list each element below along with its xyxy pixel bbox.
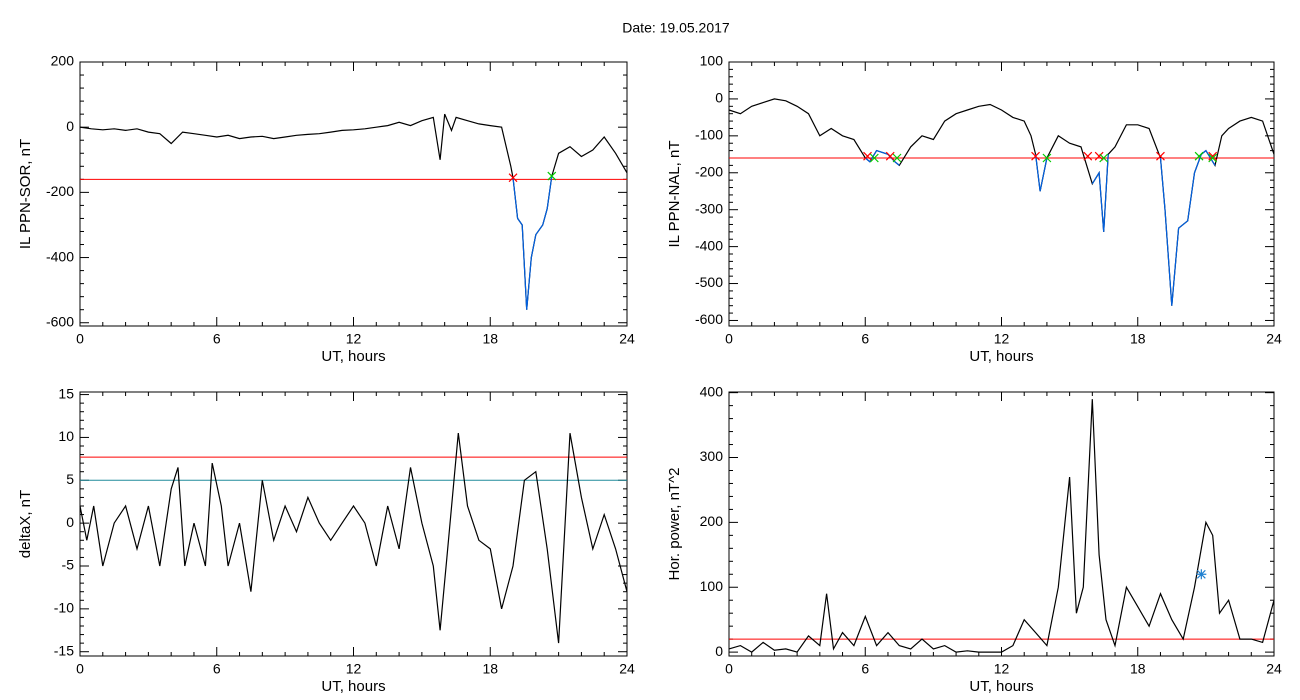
y-axis-label: IL PPN-SOR, nT [17, 139, 34, 249]
data-line [864, 149, 1216, 306]
marker [1031, 151, 1040, 161]
marker [892, 153, 902, 163]
y-tick-label: -200 [46, 183, 74, 199]
x-axis-label: UT, hours [321, 678, 385, 695]
marker [863, 151, 872, 161]
x-tick-label: 0 [725, 331, 733, 347]
x-tick-label: 6 [213, 661, 221, 677]
x-tick-label: 6 [213, 331, 221, 347]
y-tick-label: -10 [54, 600, 74, 616]
marker [547, 171, 557, 181]
y-axis-label: IL PPN-NAL, nT [666, 141, 683, 248]
y-tick-label: -400 [695, 237, 723, 253]
x-tick-label: 24 [619, 331, 635, 347]
x-tick-label: 12 [346, 331, 362, 347]
marker [1156, 151, 1165, 161]
y-tick-label: -400 [46, 248, 74, 264]
marker [1194, 151, 1204, 161]
y-tick-label: -200 [695, 163, 723, 179]
y-tick-label: 400 [700, 383, 724, 399]
x-axis-label: UT, hours [969, 678, 1033, 695]
y-axis-label: deltaX, nT [17, 490, 34, 558]
x-axis-label: UT, hours [321, 348, 385, 365]
y-tick-label: -600 [46, 313, 74, 329]
x-tick-label: 12 [346, 661, 362, 677]
y-tick-label: -5 [62, 557, 75, 573]
x-tick-label: 6 [861, 331, 869, 347]
marker [1208, 153, 1218, 163]
marker [885, 151, 895, 161]
x-tick-label: 24 [1266, 661, 1282, 677]
y-tick-label: 0 [715, 90, 723, 106]
y-tick-label: 0 [66, 514, 74, 530]
x-tick-label: 24 [619, 661, 635, 677]
y-tick-label: 200 [700, 513, 724, 529]
x-tick-label: 18 [1130, 331, 1146, 347]
marker [1099, 153, 1109, 163]
y-tick-label: 10 [58, 428, 74, 444]
marker [1196, 569, 1207, 580]
x-tick-label: 18 [482, 331, 498, 347]
data-line [728, 399, 1275, 653]
data-line [79, 432, 628, 644]
x-tick-label: 0 [76, 331, 84, 347]
y-tick-label: 0 [66, 118, 74, 134]
marker [508, 173, 518, 183]
x-tick-label: 24 [1266, 331, 1282, 347]
x-tick-label: 18 [1130, 661, 1146, 677]
y-tick-label: 100 [700, 53, 724, 69]
marker [1083, 151, 1093, 161]
marker [1208, 151, 1218, 161]
x-tick-label: 12 [994, 331, 1010, 347]
marker [1042, 153, 1052, 163]
x-tick-label: 0 [76, 661, 84, 677]
y-tick-label: -500 [695, 274, 723, 290]
y-tick-label: 15 [58, 385, 74, 401]
figure-title: Date: 19.05.2017 [622, 20, 730, 36]
y-tick-label: 100 [700, 578, 724, 594]
y-tick-label: -15 [54, 642, 74, 658]
marker [1094, 151, 1104, 161]
y-tick-label: -300 [695, 200, 723, 216]
y-tick-label: -100 [695, 127, 723, 143]
data-line [512, 176, 553, 310]
x-tick-label: 0 [725, 661, 733, 677]
y-tick-label: 0 [715, 643, 723, 659]
y-tick-label: 200 [51, 53, 75, 69]
y-tick-label: 5 [66, 471, 74, 487]
y-axis-label: Hor. power, nT^2 [666, 468, 683, 581]
x-tick-label: 6 [861, 661, 869, 677]
x-tick-label: 12 [994, 661, 1010, 677]
marker [869, 153, 879, 163]
x-tick-label: 18 [482, 661, 498, 677]
x-axis-label: UT, hours [969, 348, 1033, 365]
y-tick-label: 300 [700, 448, 724, 464]
y-tick-label: -600 [695, 311, 723, 327]
